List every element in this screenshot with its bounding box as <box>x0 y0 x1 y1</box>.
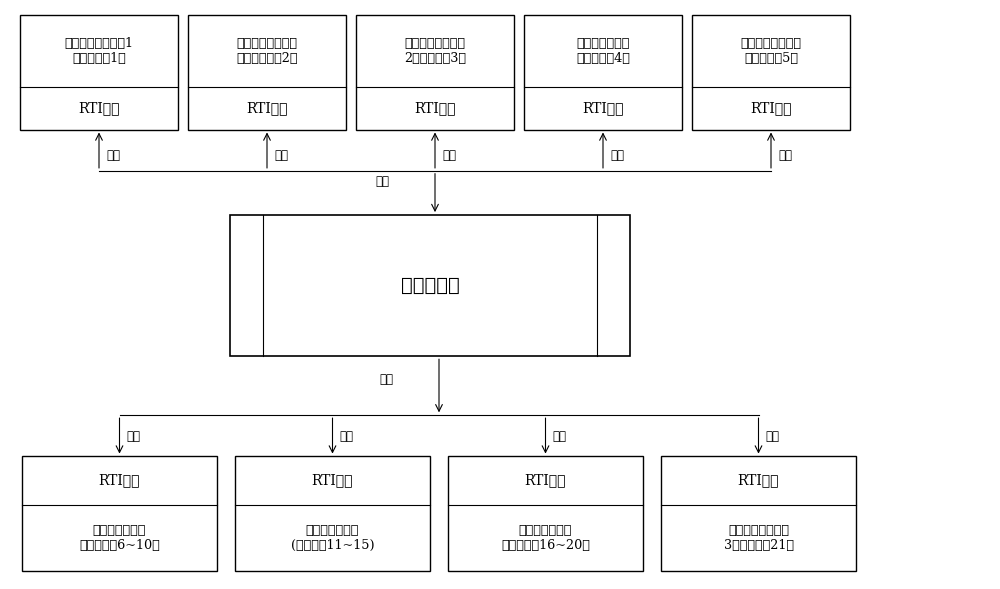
Bar <box>356 15 514 130</box>
Bar <box>22 456 217 571</box>
Text: 订阅: 订阅 <box>778 149 792 162</box>
Text: 订阅: 订阅 <box>610 149 624 162</box>
Text: RTI接口: RTI接口 <box>525 474 566 488</box>
Text: 订阅: 订阅 <box>106 149 120 162</box>
Text: 发布: 发布 <box>379 373 393 386</box>
Text: RTI接口: RTI接口 <box>582 101 624 115</box>
Bar <box>448 456 643 571</box>
Bar <box>230 215 630 356</box>
Bar <box>235 456 430 571</box>
Text: 订阅: 订阅 <box>442 149 456 162</box>
Bar <box>524 15 682 130</box>
Bar <box>692 15 850 130</box>
Text: 协同无人机模拟器
3（联邦成员21）: 协同无人机模拟器 3（联邦成员21） <box>724 524 794 552</box>
Text: 订阅: 订阅 <box>126 430 140 443</box>
Text: 协同战场环境分系
统（联邦成员2）: 协同战场环境分系 统（联邦成员2） <box>236 37 298 65</box>
Text: RTI接口: RTI接口 <box>99 474 140 488</box>
Text: 协同载荷分系统
(联邦成员11~15): 协同载荷分系统 (联邦成员11~15) <box>291 524 374 552</box>
Text: 订阅: 订阅 <box>552 430 566 443</box>
Text: 订阅: 订阅 <box>766 430 780 443</box>
Text: RTI接口: RTI接口 <box>738 474 779 488</box>
Text: RTI接口: RTI接口 <box>78 101 120 115</box>
Text: 联邦服务器: 联邦服务器 <box>401 277 459 294</box>
Text: 协同直升机模拟器1
（联邦成员1）: 协同直升机模拟器1 （联邦成员1） <box>64 37 134 65</box>
Text: RTI接口: RTI接口 <box>414 101 456 115</box>
Text: 订阅: 订阅 <box>340 430 354 443</box>
Bar <box>20 15 178 130</box>
Text: 协同总控台分系统
（联邦成员5）: 协同总控台分系统 （联邦成员5） <box>740 37 801 65</box>
Text: 发布: 发布 <box>375 174 389 188</box>
Text: 协同控制分系统
（联邦成员4）: 协同控制分系统 （联邦成员4） <box>576 37 630 65</box>
Text: RTI接口: RTI接口 <box>246 101 288 115</box>
Text: 协同无人机模拟器
2（联邦成员3）: 协同无人机模拟器 2（联邦成员3） <box>404 37 466 65</box>
Bar <box>661 456 856 571</box>
Bar <box>188 15 346 130</box>
Text: RTI接口: RTI接口 <box>312 474 353 488</box>
Text: RTI接口: RTI接口 <box>750 101 792 115</box>
Text: 协同载荷分系统
（联邦成员6~10）: 协同载荷分系统 （联邦成员6~10） <box>79 524 160 552</box>
Text: 协同载荷分系统
（联邦成员16~20）: 协同载荷分系统 （联邦成员16~20） <box>501 524 590 552</box>
Text: 订阅: 订阅 <box>274 149 288 162</box>
